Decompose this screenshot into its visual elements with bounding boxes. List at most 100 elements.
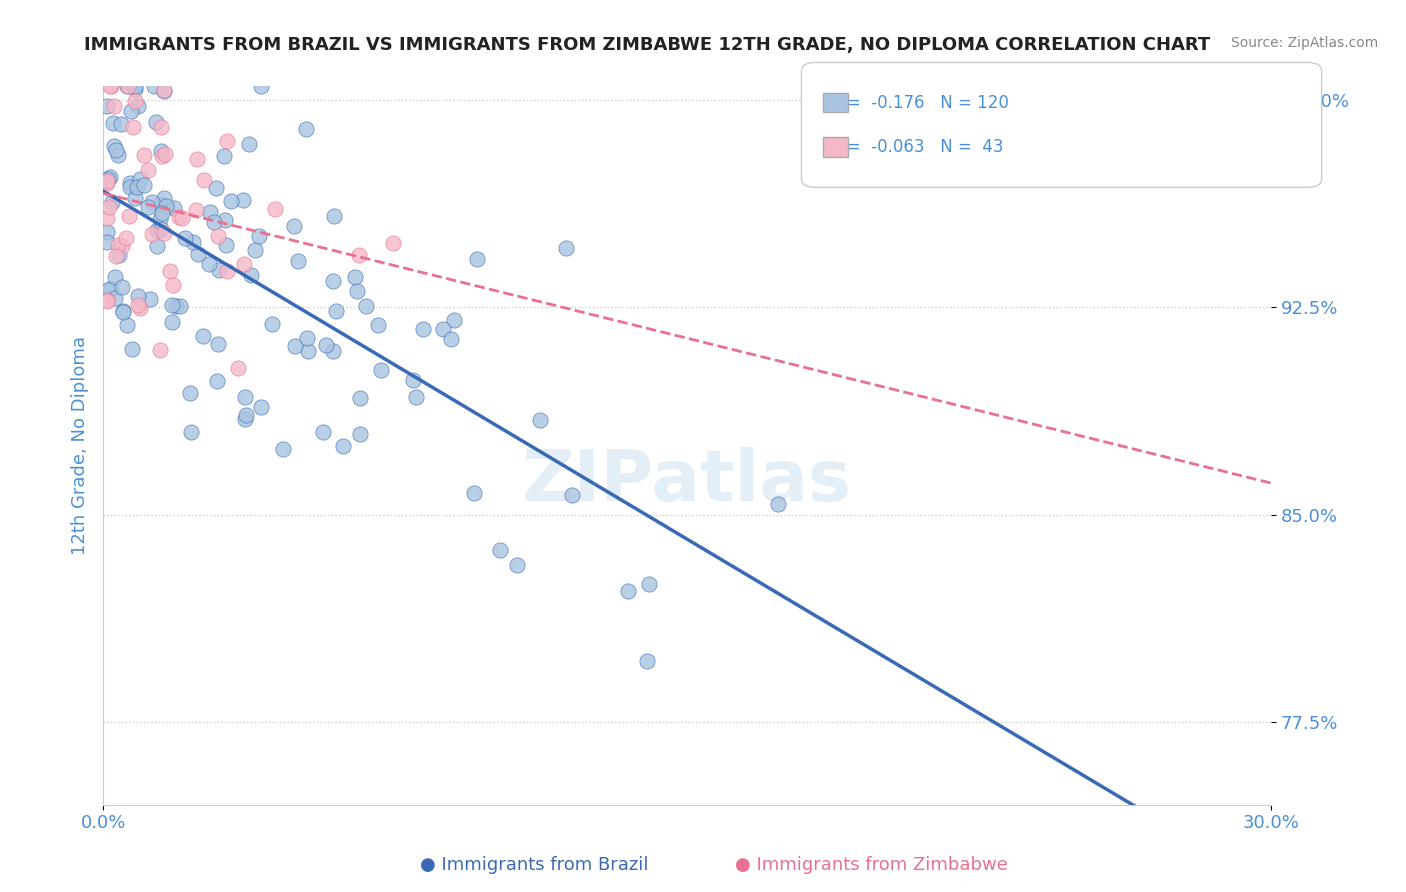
Point <box>243 243 266 257</box>
Point <box>117 79 139 94</box>
Point <box>124 94 146 108</box>
Point <box>198 257 221 271</box>
Point <box>344 269 367 284</box>
Point <box>165 299 187 313</box>
Point <box>150 206 173 220</box>
Point <box>124 79 146 94</box>
Point <box>382 236 405 251</box>
Point <box>349 426 371 441</box>
Text: ● Immigrants from Zimbabwe: ● Immigrants from Zimbabwe <box>735 856 1008 874</box>
Point <box>129 172 152 186</box>
Point <box>169 299 191 313</box>
Point <box>250 79 273 94</box>
Point <box>96 225 118 239</box>
Point <box>187 247 209 261</box>
Point <box>114 231 136 245</box>
Point <box>96 293 118 307</box>
Text: R =  -0.176   N = 120: R = -0.176 N = 120 <box>830 94 1008 112</box>
Point <box>124 79 146 94</box>
Point <box>247 228 270 243</box>
Point <box>322 274 344 288</box>
Point <box>100 79 122 94</box>
Y-axis label: 12th Grade, No Diploma: 12th Grade, No Diploma <box>72 336 89 555</box>
Point <box>463 486 485 500</box>
Point <box>139 292 162 306</box>
Point <box>212 148 235 162</box>
Point <box>207 228 229 243</box>
Point <box>617 583 640 598</box>
Point <box>184 202 207 217</box>
Point <box>238 136 260 151</box>
Point <box>145 115 167 129</box>
Point <box>180 425 202 440</box>
Point <box>443 313 465 327</box>
Point <box>297 344 319 359</box>
Point <box>183 235 205 249</box>
Point <box>233 412 256 426</box>
Point <box>118 176 141 190</box>
Text: R =  -0.063   N =  43: R = -0.063 N = 43 <box>830 138 1002 156</box>
Point <box>766 497 789 511</box>
Point <box>96 176 118 190</box>
Point <box>215 263 238 277</box>
Point <box>489 543 512 558</box>
Text: ● Immigrants from Brazil: ● Immigrants from Brazil <box>420 856 648 874</box>
Point <box>97 172 120 186</box>
Point <box>249 400 271 414</box>
Point <box>287 253 309 268</box>
Text: Source: ZipAtlas.com: Source: ZipAtlas.com <box>1230 36 1378 50</box>
Point <box>295 331 318 345</box>
Point <box>97 282 120 296</box>
Point <box>465 252 488 267</box>
Point <box>325 304 347 318</box>
Point <box>315 338 337 352</box>
Point <box>160 298 183 312</box>
Point <box>193 173 215 187</box>
Point <box>153 83 176 97</box>
Point <box>128 301 150 315</box>
Point <box>115 318 138 333</box>
Point <box>103 139 125 153</box>
Point <box>262 317 284 331</box>
Point <box>107 238 129 252</box>
Point <box>104 143 127 157</box>
Point <box>204 181 226 195</box>
Point <box>370 363 392 377</box>
Point <box>322 209 344 223</box>
Point <box>214 213 236 227</box>
Point <box>332 439 354 453</box>
Point <box>215 237 238 252</box>
Point <box>112 304 135 318</box>
Point <box>136 162 159 177</box>
Point <box>284 339 307 353</box>
Point <box>208 263 231 277</box>
Point <box>100 282 122 296</box>
Point <box>132 148 155 162</box>
Point <box>149 212 172 227</box>
Point <box>152 227 174 241</box>
Point <box>232 193 254 207</box>
Point <box>311 425 333 439</box>
Point <box>127 99 149 113</box>
Point <box>108 247 131 261</box>
Point <box>179 385 201 400</box>
Point <box>132 178 155 193</box>
Point <box>153 84 176 98</box>
Point <box>233 390 256 404</box>
Point <box>264 202 287 216</box>
Point <box>636 654 658 668</box>
Point <box>124 81 146 95</box>
Point <box>96 99 118 113</box>
Point <box>150 149 173 163</box>
Point <box>149 197 172 211</box>
Point <box>150 145 173 159</box>
Point <box>111 304 134 318</box>
Point <box>215 134 238 148</box>
Point <box>153 146 176 161</box>
Point <box>295 121 318 136</box>
Point <box>162 315 184 329</box>
Point <box>118 179 141 194</box>
Point <box>124 191 146 205</box>
Point <box>271 442 294 456</box>
Point <box>107 147 129 161</box>
